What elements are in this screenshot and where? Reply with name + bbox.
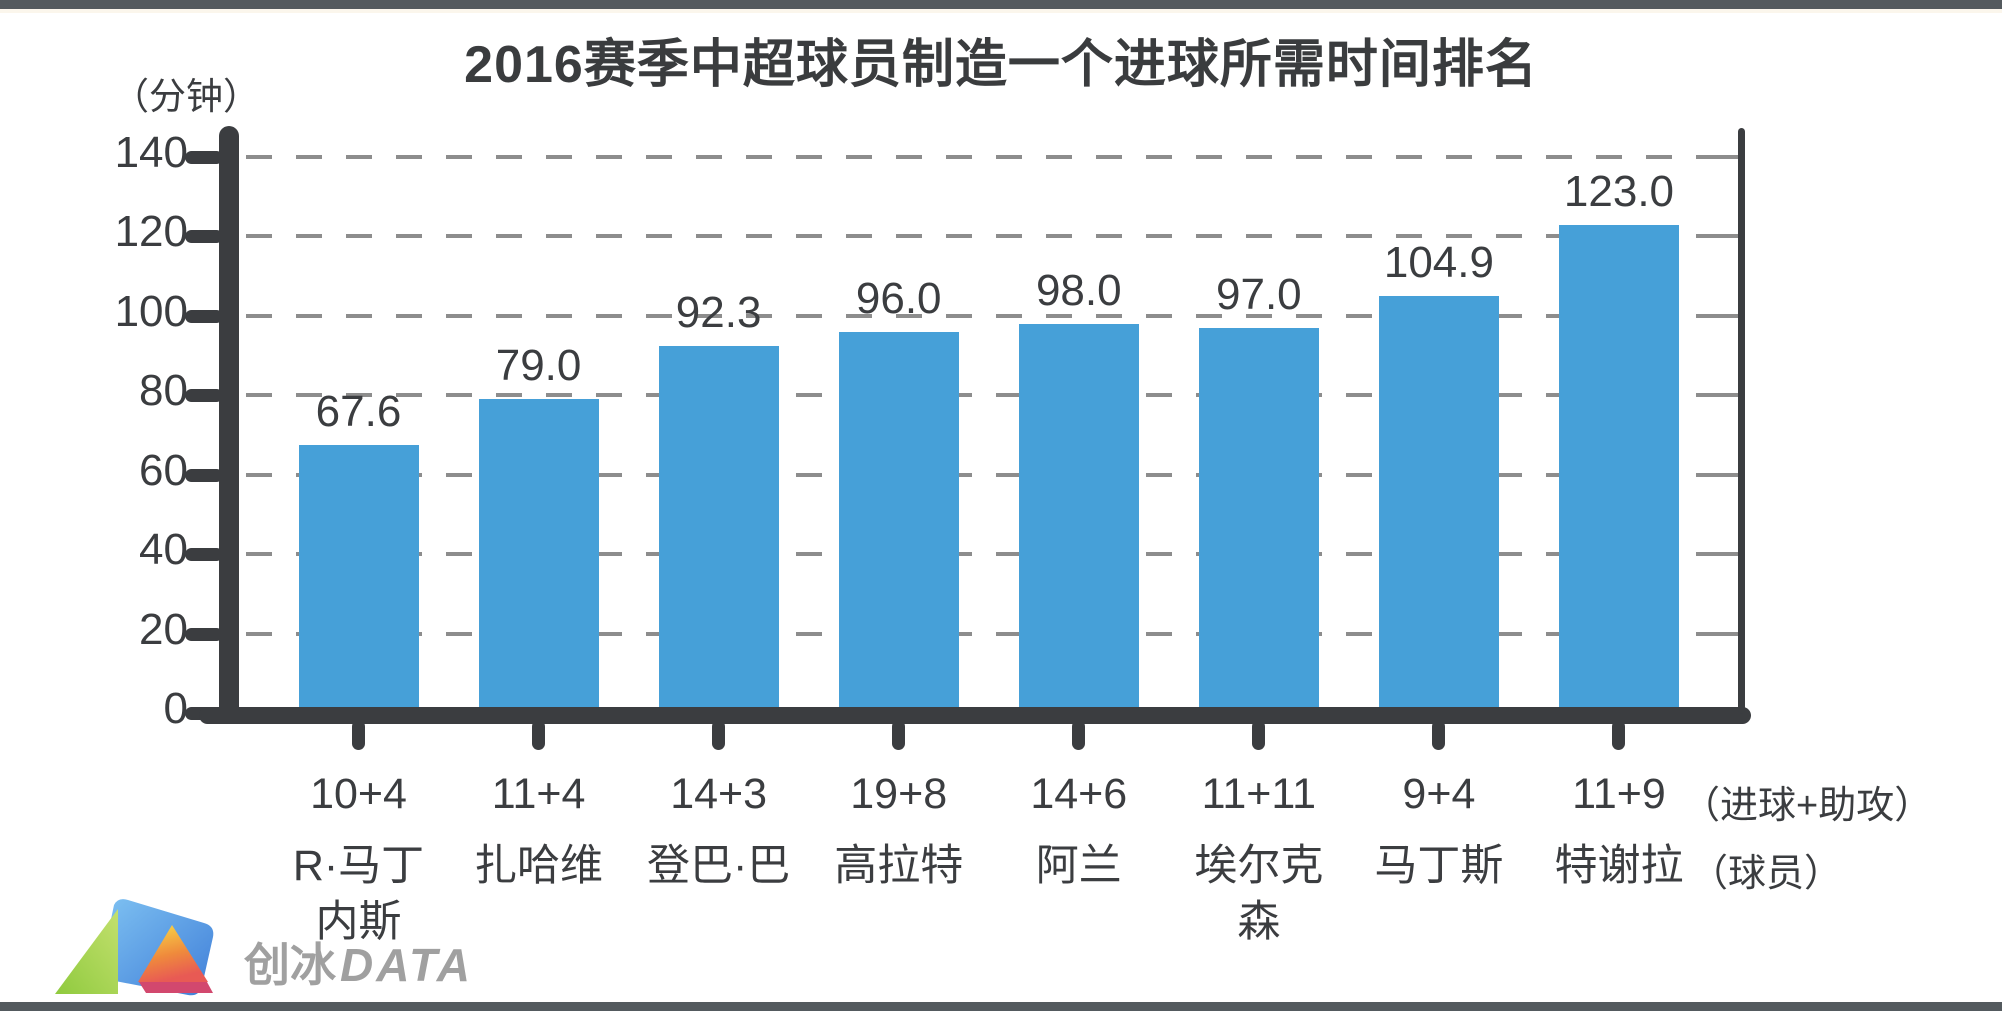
gridline-60: [246, 472, 1738, 477]
chart-title: 2016赛季中超球员制造一个进球所需时间排名: [464, 36, 1538, 94]
y-tick-mark-20: [185, 627, 223, 641]
bar-value-label: 96.0: [855, 273, 942, 323]
logo-green-shape: [55, 909, 118, 994]
x-tick-mark: [712, 720, 726, 750]
right-tick-80: [1714, 393, 1738, 398]
bar-扎哈维: [478, 399, 599, 710]
x-axis-line: [199, 707, 1751, 724]
y-tick-mark-140: [185, 151, 223, 165]
x-tick-mark: [892, 720, 906, 750]
x-stat-label: 14+6: [1030, 770, 1128, 818]
bar-马丁斯: [1378, 296, 1499, 710]
x-stat-label: 14+3: [670, 770, 768, 818]
y-tick-mark-80: [185, 389, 223, 403]
y-tick-label-120: 120: [114, 207, 188, 257]
right-tick-60: [1714, 472, 1738, 477]
bar-value-label: 123.0: [1563, 166, 1675, 216]
y-axis-line: [219, 126, 239, 716]
y-tick-mark-60: [185, 468, 223, 482]
x-axis-player-annotation: （球员）: [1690, 853, 1843, 895]
logo-text-cn: 创冰: [244, 939, 336, 991]
right-tick-40: [1714, 552, 1738, 557]
y-tick-mark-120: [185, 230, 223, 244]
logo-pink-shape: [139, 982, 213, 993]
y-tick-label-0: 0: [163, 684, 188, 733]
y-tick-mark-100: [185, 309, 223, 323]
logo-icon: [55, 899, 214, 996]
x-tick-mark: [1432, 720, 1446, 750]
top-border: [0, 0, 2002, 9]
x-tick-mark: [1252, 720, 1266, 750]
x-tick-mark: [352, 720, 365, 750]
bottom-border: [0, 1002, 2002, 1011]
x-stat-label: 10+4: [310, 770, 407, 818]
x-player-label: 高拉特: [834, 842, 964, 890]
logo-text: 创冰DATA: [244, 929, 473, 995]
x-player-label: 埃尔克森: [1194, 842, 1324, 946]
gridline-80: [246, 393, 1738, 398]
bar-R·马丁内斯: [298, 444, 419, 710]
y-tick-mark-40: [185, 548, 223, 562]
x-tick-mark: [532, 720, 546, 750]
x-tick-mark: [1612, 720, 1626, 750]
bar-埃尔克森: [1198, 327, 1319, 710]
bar-value-label: 79.0: [495, 341, 582, 391]
x-stat-label: 11+9: [1572, 770, 1666, 818]
bar-value-label: 104.9: [1383, 238, 1494, 288]
bar-value-label: 67.6: [315, 386, 402, 436]
x-player-label: 阿兰: [1035, 842, 1122, 890]
x-axis-stats-annotation: （进球+助攻）: [1682, 785, 1933, 827]
bar-阿兰: [1018, 323, 1139, 710]
right-tick-120: [1714, 234, 1738, 239]
logo-orange-shape: [138, 925, 208, 982]
bar-特谢拉: [1558, 224, 1679, 710]
right-tick-140: [1714, 155, 1738, 160]
y-tick-label-20: 20: [139, 604, 188, 654]
gridline-40: [246, 552, 1738, 557]
top-border-accent: [0, 9, 2002, 13]
bar-高拉特: [838, 331, 959, 710]
x-stat-label: 19+8: [850, 770, 948, 818]
x-stat-label: 9+4: [1402, 770, 1476, 818]
x-player-label: R·马丁内斯: [292, 842, 425, 946]
bar-value-label: 92.3: [675, 288, 762, 338]
right-axis-line: [1738, 128, 1745, 714]
gridline-20: [246, 631, 1738, 636]
logo-text-en: DATA: [340, 939, 473, 991]
x-stat-label: 11+11: [1201, 770, 1317, 818]
x-tick-mark: [1072, 720, 1086, 750]
y-tick-label-100: 100: [114, 286, 188, 336]
y-tick-label-60: 60: [139, 445, 188, 495]
x-stat-label: 11+4: [491, 770, 586, 818]
x-player-label: 特谢拉: [1554, 842, 1684, 890]
bar-value-label: 97.0: [1216, 269, 1302, 319]
x-player-label: 扎哈维: [474, 842, 604, 890]
y-tick-label-80: 80: [139, 366, 188, 416]
gridline-100: [246, 313, 1738, 318]
gridline-140: [246, 155, 1738, 160]
y-axis-unit-label: （分钟）: [112, 76, 260, 117]
bar-登巴·巴: [658, 346, 779, 710]
x-player-label: 登巴·巴: [646, 842, 791, 890]
bar-value-label: 98.0: [1035, 265, 1122, 315]
right-tick-100: [1714, 313, 1738, 318]
chuangbing-data-logo: 创冰DATA: [52, 889, 512, 1003]
y-tick-label-40: 40: [139, 525, 188, 575]
gridline-120: [246, 234, 1738, 239]
y-tick-label-140: 140: [114, 128, 188, 178]
right-tick-20: [1714, 631, 1738, 636]
x-player-label: 马丁斯: [1374, 842, 1504, 890]
